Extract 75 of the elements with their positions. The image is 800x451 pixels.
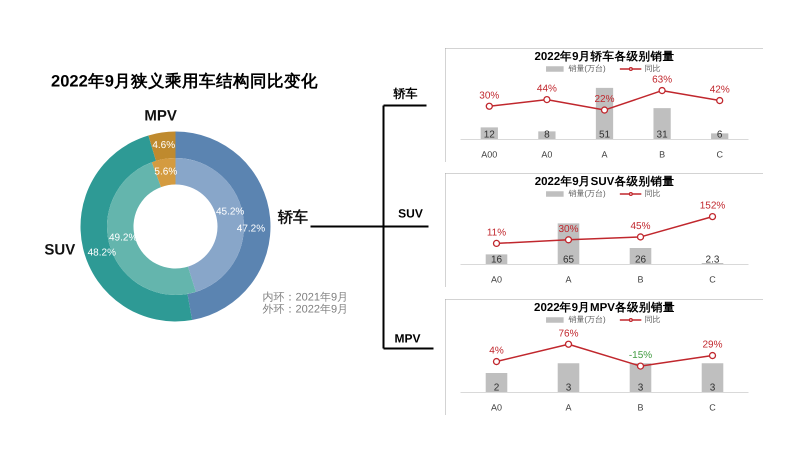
x-tick-label: A bbox=[566, 274, 572, 284]
data-label: 44% bbox=[536, 84, 558, 95]
chart-title: 2022年9月MPV各级别销量 bbox=[534, 300, 675, 314]
data-label: 8 bbox=[544, 130, 550, 140]
x-tick-label: C bbox=[709, 274, 716, 284]
data-label: 4% bbox=[489, 346, 504, 357]
bar bbox=[653, 108, 671, 140]
data-label: -15% bbox=[628, 350, 652, 362]
data-label: 3 bbox=[710, 382, 716, 394]
text: 内环：2021年9月 bbox=[262, 290, 348, 304]
x-tick-label: A0 bbox=[490, 274, 502, 284]
text: 外环：2022年9月 bbox=[262, 304, 348, 316]
x-tick-label: C bbox=[716, 150, 724, 160]
point bbox=[564, 340, 572, 348]
legend-label: 同比 bbox=[644, 188, 662, 199]
point bbox=[543, 96, 551, 104]
chart-title: 2022年9月狭义乘用车结构同比变化 bbox=[51, 72, 319, 90]
data-label: 42% bbox=[710, 84, 730, 96]
data-label: 12 bbox=[484, 130, 496, 140]
point bbox=[600, 106, 608, 114]
data-label: 48.2% bbox=[88, 247, 116, 258]
legend-label: 销量(万台) bbox=[568, 188, 606, 199]
point bbox=[716, 96, 724, 104]
legend-label: 同比 bbox=[644, 314, 662, 325]
data-label: 29% bbox=[702, 340, 723, 351]
x-tick-label: B bbox=[638, 274, 644, 284]
x-tick-label: B bbox=[659, 150, 666, 160]
data-label: 3 bbox=[638, 382, 644, 394]
data-label: 2 bbox=[494, 382, 500, 394]
x-tick-label: A0 bbox=[490, 402, 502, 412]
point bbox=[492, 358, 500, 366]
data-label: 65 bbox=[562, 254, 574, 266]
x-tick-label: A bbox=[566, 402, 572, 412]
slice-label: 轿车 bbox=[277, 208, 308, 226]
point bbox=[486, 102, 493, 110]
slice-label: SUV bbox=[44, 242, 76, 259]
data-label: 30% bbox=[558, 224, 579, 235]
chart-title: 2022年9月SUV各级别销量 bbox=[534, 174, 674, 188]
data-label: 30% bbox=[479, 90, 500, 102]
data-label: 51 bbox=[598, 130, 610, 140]
x-tick-label: C bbox=[709, 402, 716, 412]
point bbox=[708, 352, 716, 360]
point bbox=[636, 362, 644, 370]
point bbox=[708, 212, 716, 220]
category-label: SUV bbox=[398, 206, 423, 220]
x-tick-label: A00 bbox=[481, 150, 498, 160]
x-tick-label: B bbox=[638, 402, 644, 412]
data-label: 26 bbox=[634, 254, 646, 266]
category-label: MPV bbox=[394, 332, 421, 346]
legend-label: 销量(万台) bbox=[568, 314, 606, 325]
point bbox=[492, 240, 500, 248]
data-label: 31 bbox=[656, 130, 668, 140]
data-label: 76% bbox=[558, 328, 579, 340]
data-label: 47.2% bbox=[236, 223, 266, 234]
data-label: 4.6% bbox=[152, 140, 176, 152]
data-label: 45.2% bbox=[216, 206, 244, 218]
data-label: 22% bbox=[594, 94, 615, 106]
x-tick-label: A0 bbox=[541, 150, 552, 160]
slice-label: MPV bbox=[144, 108, 177, 125]
legend-label: 同比 bbox=[644, 63, 662, 74]
legend-label: 销量(万台) bbox=[568, 63, 606, 74]
data-label: 16 bbox=[490, 254, 502, 266]
point bbox=[564, 236, 572, 244]
data-label: 6 bbox=[716, 130, 723, 140]
point bbox=[658, 86, 666, 94]
data-label: 11% bbox=[486, 227, 506, 238]
x-tick-label: A bbox=[602, 150, 608, 160]
data-label: 63% bbox=[652, 74, 672, 86]
data-label: 2.3 bbox=[706, 254, 720, 266]
data-label: 3 bbox=[566, 382, 572, 394]
chart-title: 2022年9月轿车各级别销量 bbox=[534, 49, 674, 63]
data-label: 152% bbox=[700, 200, 726, 212]
data-label: 45% bbox=[630, 220, 651, 232]
category-label: 轿车 bbox=[394, 86, 418, 100]
point bbox=[636, 233, 644, 241]
